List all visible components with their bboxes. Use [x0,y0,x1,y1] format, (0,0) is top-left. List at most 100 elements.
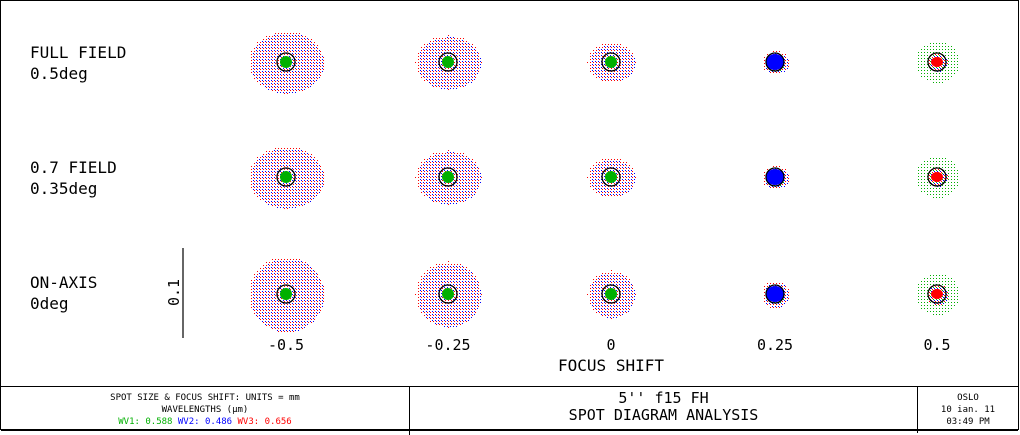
ray-dot [292,309,293,310]
ray-dot [423,55,424,56]
ray-dot [293,286,294,287]
ray-dot [317,48,318,49]
ray-dot [266,298,267,299]
ray-dot [945,170,946,171]
ray-dot [613,49,614,50]
ray-dot [632,65,633,66]
ray-dot [272,265,273,266]
ray-dot [466,171,467,172]
ray-dot [462,52,463,53]
ray-dot [268,50,269,51]
ray-dot [450,46,451,47]
ray-dot [284,307,285,308]
ray-dot [293,319,294,320]
ray-dot [626,74,627,75]
ray-dot [314,75,315,76]
ray-dot [272,87,273,88]
ray-dot [305,265,306,266]
ray-dot [278,304,279,305]
ray-dot [271,171,272,172]
ray-dot [320,301,321,302]
ray-dot [268,324,269,325]
ray-dot [619,70,620,71]
ray-dot [299,87,300,88]
ray-dot [418,65,419,66]
ray-dot [432,197,433,198]
ray-dot [275,63,276,64]
ray-dot [468,182,469,183]
ray-dot [421,168,422,169]
ray-dot [265,303,266,304]
ray-dot [424,71,425,72]
ray-dot [448,162,449,163]
ray-dot [610,191,611,192]
ray-dot [308,175,309,176]
ray-dot [262,315,263,316]
ray-dot [302,45,303,46]
ray-dot [296,90,297,91]
ray-dot [310,83,311,84]
ray-dot [271,156,272,157]
ray-dot [304,165,305,166]
ray-dot [433,177,434,178]
ray-dot [450,49,451,50]
ray-dot [299,51,300,52]
ray-dot [290,196,291,197]
ray-dot [260,280,261,281]
ray-dot [304,83,305,84]
ray-dot [263,60,264,61]
ray-dot [308,84,309,85]
ray-dot [278,271,279,272]
ray-dot [456,73,457,74]
ray-dot [251,66,252,67]
ray-dot [290,33,291,34]
ray-dot [436,38,437,39]
ray-dot [598,188,599,189]
ray-dot [302,205,303,206]
ray-dot [460,159,461,160]
ray-dot [259,50,260,51]
ray-dot [948,67,949,68]
ray-dot [475,174,476,175]
ray-dot [266,66,267,67]
ray-dot [286,321,287,322]
ray-dot [308,301,309,302]
ray-dot [445,198,446,199]
ray-dot [310,195,311,196]
ray-dot [274,300,275,301]
ray-dot [271,189,272,190]
ray-dot [289,300,290,301]
ray-dot [933,161,934,162]
ray-dot [271,74,272,75]
ray-dot [435,49,436,50]
ray-dot [936,197,937,198]
ray-dot [323,286,324,287]
ray-dot [424,177,425,178]
ray-dot [424,165,425,166]
ray-dot [266,63,267,64]
ray-dot [930,191,931,192]
ray-dot [271,47,272,48]
ray-dot [292,207,293,208]
ray-dot [259,71,260,72]
ray-dot [930,176,931,177]
ray-dot [322,183,323,184]
ray-dot [296,193,297,194]
ray-dot [266,81,267,82]
ray-dot [289,74,290,75]
ray-dot [302,151,303,152]
ray-dot [284,163,285,164]
ray-dot [289,35,290,36]
ray-dot [311,307,312,308]
ray-dot [271,41,272,42]
ray-dot [266,268,267,269]
ray-dot [299,292,300,293]
ray-dot [308,54,309,55]
ray-dot [295,270,296,271]
ray-dot [286,47,287,48]
ray-dot [604,179,605,180]
ray-dot [468,197,469,198]
ray-dot [313,47,314,48]
ray-dot [921,185,922,186]
ray-dot [274,315,275,316]
